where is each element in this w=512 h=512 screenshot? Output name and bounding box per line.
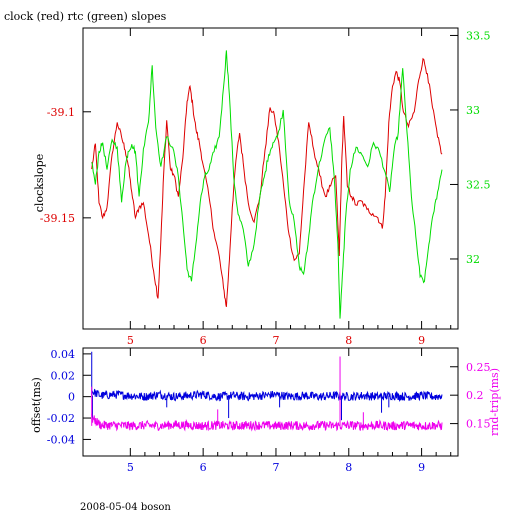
- offset-xtick-label: 8: [345, 461, 352, 474]
- slopes-series-1: [91, 50, 443, 319]
- offset-ltick-label: 0.02: [51, 369, 76, 382]
- slopes-series: [91, 50, 443, 319]
- slopes-ltick-label: -39.15: [40, 212, 75, 225]
- slopes-ticks: 5 6 7 8 9 -39.15 -39.1 32 32.5 33 33.5: [40, 28, 491, 347]
- offset-ltick-label: 0.04: [51, 348, 76, 361]
- slopes-rtick-label: 33: [466, 104, 480, 117]
- slopes-panel: 5 6 7 8 9 -39.15 -39.1 32 32.5 33 33.5 clockslope: [33, 27, 491, 347]
- slopes-xtick-label: 8: [345, 334, 352, 347]
- slopes-xtick-label: 6: [200, 334, 207, 347]
- slopes-ltick-label: -39.1: [47, 106, 75, 119]
- offset-series-0: [91, 388, 443, 403]
- offset-rtick-label: 0.25: [466, 361, 491, 374]
- offset-ltick-label: -0.02: [47, 412, 75, 425]
- offset-xtick-label: 9: [418, 461, 425, 474]
- left-axis-label-offset: offset(ms): [30, 377, 43, 433]
- slopes-series-0: [91, 57, 443, 308]
- footer-date-host: 2008-05-04 boson: [80, 502, 171, 512]
- chart-title: clock (red) rtc (green) slopes: [4, 10, 167, 23]
- offset-ltick-label: -0.04: [47, 433, 75, 446]
- offset-plot-frame: [82, 347, 459, 457]
- offset-ticks: 5 6 7 8 9 -0.04 -0.02 0 0.02 0.04 0.15 0.2 0.25: [47, 348, 491, 474]
- slopes-rtick-label: 33.5: [466, 29, 491, 42]
- offset-rtick-label: 0.15: [466, 418, 491, 431]
- offset-xtick-label: 6: [200, 461, 207, 474]
- slopes-rtick-label: 32: [466, 253, 480, 266]
- slopes-plot-frame: [82, 27, 459, 330]
- left-axis-label-clockslope: clockslope: [33, 154, 46, 212]
- offset-series-1: [91, 413, 443, 432]
- slopes-xtick-label: 7: [272, 334, 279, 347]
- offset-panel: 5 6 7 8 9 -0.04 -0.02 0 0.02 0.04 0.15 0.2 0.25 offs…: [30, 347, 501, 474]
- offset-xtick-label: 7: [272, 461, 279, 474]
- offset-xtick-label: 5: [127, 461, 134, 474]
- slopes-xtick-label: 5: [127, 334, 134, 347]
- slopes-rtick-label: 32.5: [466, 178, 491, 191]
- slopes-xtick-label: 9: [418, 334, 425, 347]
- right-axis-label-rndtrip: rnd-trip(ms): [488, 368, 501, 436]
- offset-series: [91, 351, 443, 432]
- offset-rtick-label: 0.2: [466, 389, 484, 402]
- offset-ltick-label: 0: [68, 391, 75, 404]
